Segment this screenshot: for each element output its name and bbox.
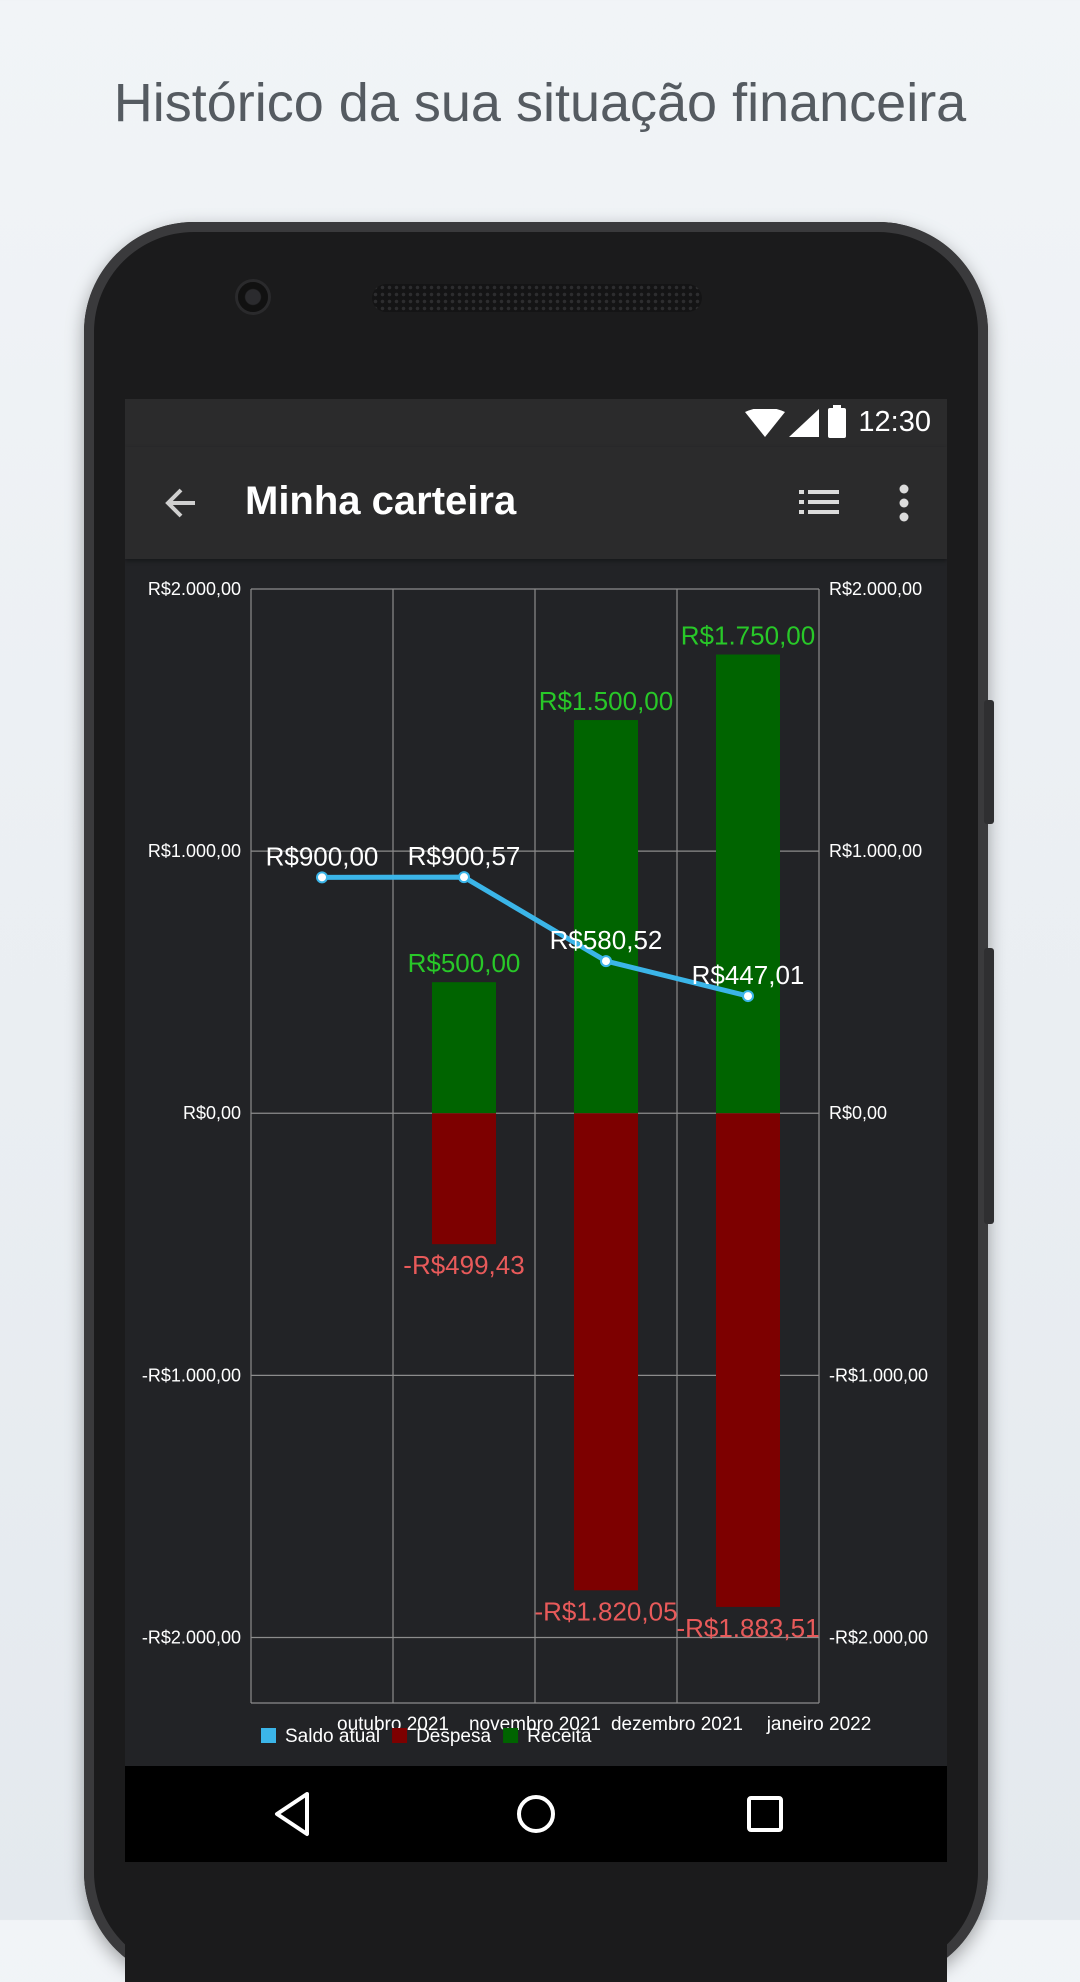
- nav-home-icon[interactable]: [508, 1786, 564, 1842]
- app-bar: Minha carteira: [125, 447, 947, 559]
- receita-value-label: R$500,00: [408, 948, 521, 978]
- despesa-bar: [574, 1113, 638, 1591]
- saldo-line: [321, 874, 749, 999]
- receita-value-label: R$1.750,00: [681, 621, 815, 651]
- signal-icon: [789, 409, 819, 437]
- despesa-value-label: -R$499,43: [403, 1250, 524, 1280]
- y-tick-label-right: -R$2.000,00: [829, 1627, 928, 1647]
- earpiece-speaker: [372, 284, 702, 312]
- receita-bar: [574, 720, 638, 1114]
- app-title: Minha carteira: [245, 479, 517, 523]
- legend-label: Despesa: [416, 1726, 491, 1747]
- battery-icon: [828, 405, 846, 438]
- more-vert-icon[interactable]: [897, 483, 911, 523]
- volume-button: [984, 948, 994, 1224]
- nav-back-icon[interactable]: [265, 1786, 321, 1842]
- power-button: [984, 700, 994, 824]
- saldo-point: [742, 990, 754, 1003]
- y-tick-label-left: -R$2.000,00: [142, 1627, 241, 1647]
- legend-label: Receita: [527, 1726, 592, 1747]
- saldo-point: [458, 871, 470, 884]
- despesa-value-label: -R$1.820,05: [534, 1596, 677, 1626]
- saldo-value-label: R$447,01: [692, 960, 805, 990]
- list-icon[interactable]: [799, 487, 839, 517]
- receita-bar: [432, 982, 496, 1114]
- y-tick-label-right: R$2.000,00: [829, 579, 922, 599]
- front-camera: [238, 282, 268, 312]
- phone-screen: 12:30 Minha carteira R$2.000,00 R$2.000,0…: [125, 399, 947, 1982]
- legend-swatch: [392, 1728, 408, 1743]
- despesa-bar: [432, 1113, 496, 1245]
- y-tick-label-right: -R$1.000,00: [829, 1365, 928, 1385]
- saldo-value-label: R$900,57: [408, 841, 521, 871]
- receita-value-label: R$1.500,00: [539, 686, 673, 716]
- financial-history-chart: R$2.000,00 R$2.000,00 R$1.000,00 R$1.000,00…: [142, 579, 928, 1747]
- y-tick-label-left: R$2.000,00: [148, 579, 241, 599]
- despesa-bar: [716, 1113, 780, 1607]
- legend-swatch: [503, 1728, 519, 1743]
- legend-swatch: [261, 1728, 276, 1743]
- phone-frame: 12:30 Minha carteira R$2.000,00 R$2.000,0…: [84, 222, 994, 1982]
- y-tick-label-left: R$1.000,00: [148, 841, 241, 861]
- saldo-point: [316, 871, 328, 884]
- x-tick-label: dezembro 2021: [611, 1714, 743, 1735]
- y-tick-label-right: R$0,00: [829, 1103, 887, 1123]
- saldo-value-label: R$580,52: [550, 925, 663, 955]
- y-tick-label-left: -R$1.000,00: [142, 1365, 241, 1385]
- wifi-icon: [745, 409, 785, 437]
- saldo-point: [600, 955, 612, 968]
- receita-bar: [716, 654, 780, 1114]
- y-tick-label-left: R$0,00: [183, 1103, 241, 1123]
- saldo-value-label: R$900,00: [266, 841, 379, 871]
- y-tick-label-right: R$1.000,00: [829, 841, 922, 861]
- despesa-value-label: -R$1.883,51: [676, 1613, 819, 1643]
- status-bar: 12:30: [125, 399, 947, 447]
- arrow-back-icon[interactable]: [161, 483, 201, 523]
- phone-chin: [125, 1862, 947, 1982]
- navigation-bar: [125, 1766, 947, 1862]
- x-tick-label: outubro 2021: [337, 1714, 449, 1735]
- status-time: 12:30: [858, 406, 931, 438]
- x-tick-label: janeiro 2022: [766, 1714, 872, 1735]
- legend-label: Saldo atual: [285, 1726, 380, 1747]
- chart-area: R$2.000,00 R$2.000,00 R$1.000,00 R$1.000,00…: [125, 559, 947, 1769]
- x-tick-label: novembro 2021: [469, 1714, 601, 1735]
- nav-recents-icon[interactable]: [737, 1786, 793, 1842]
- page-headline: Histórico da sua situação financeira: [113, 73, 967, 133]
